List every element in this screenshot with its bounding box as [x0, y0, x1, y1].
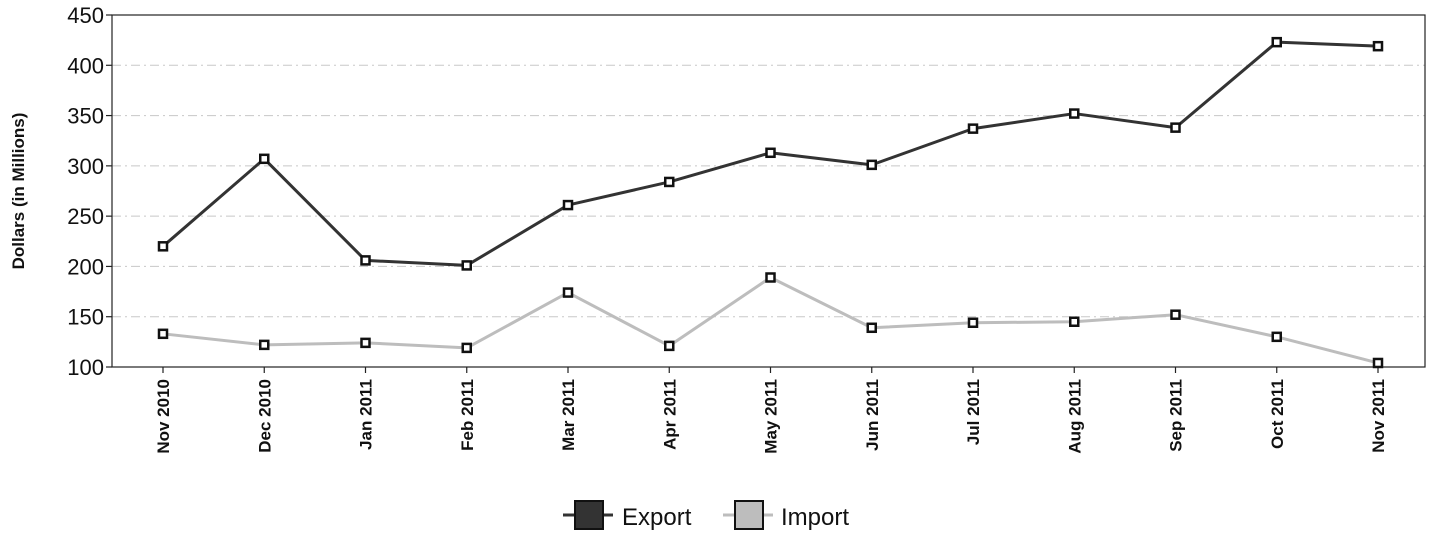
- data-point: [259, 339, 270, 351]
- data-point: [461, 342, 472, 354]
- x-tick-label: Aug 2011: [1065, 379, 1084, 454]
- data-point: [1372, 357, 1384, 369]
- legend-swatch: [734, 500, 764, 530]
- y-tick-label: 200: [67, 254, 104, 279]
- x-tick-label: Apr 2011: [660, 379, 679, 450]
- data-point: [765, 147, 776, 159]
- y-tick-label: 400: [67, 53, 104, 78]
- data-point: [1271, 36, 1282, 48]
- x-tick-label: Nov 2011: [1369, 379, 1388, 453]
- data-point: [360, 255, 371, 266]
- legend-item-export: Export: [563, 500, 692, 531]
- data-point: [562, 287, 574, 298]
- legend: Export Import: [563, 500, 849, 531]
- data-point: [1271, 331, 1282, 343]
- y-tick-label: 150: [67, 305, 104, 330]
- data-point: [664, 176, 675, 188]
- y-axis: 100 150 200 250 300 350 400 450: [67, 3, 112, 380]
- x-tick-label: Nov 2010: [154, 379, 173, 454]
- legend-item-import: Import: [723, 500, 849, 531]
- series-export: [157, 36, 1384, 271]
- x-axis: Nov 2010 Dec 2010 Jan 2011 Feb 2011 Mar 2011…: [154, 367, 1388, 454]
- x-tick-label: Sep 2011: [1167, 379, 1186, 452]
- legend-label: Import: [781, 504, 849, 531]
- data-point: [866, 159, 877, 171]
- y-tick-label: 350: [67, 104, 104, 129]
- x-tick-label: Jan 2011: [357, 379, 376, 450]
- data-point: [157, 328, 169, 340]
- data-point: [259, 153, 270, 165]
- data-point: [866, 322, 877, 334]
- data-point: [1069, 316, 1080, 327]
- x-tick-label: May 2011: [762, 379, 781, 454]
- data-point: [360, 337, 371, 349]
- series: [157, 36, 1384, 369]
- legend-label: Export: [622, 504, 692, 531]
- data-point: [664, 340, 675, 352]
- x-tick-label: Oct 2011: [1268, 379, 1287, 449]
- y-axis-label: Dollars (in Millions): [9, 113, 28, 270]
- y-tick-label: 300: [67, 154, 104, 179]
- data-point: [765, 272, 776, 283]
- data-point: [562, 199, 574, 211]
- data-point: [1069, 108, 1080, 119]
- x-tick-label: Feb 2011: [458, 379, 477, 451]
- legend-swatch: [574, 500, 604, 530]
- data-point: [1170, 122, 1181, 133]
- plot-area: [111, 14, 1426, 368]
- x-tick-label: Jun 2011: [863, 379, 882, 451]
- y-tick-label: 250: [67, 204, 104, 229]
- x-tick-label: Jul 2011: [964, 379, 983, 445]
- data-point: [967, 317, 979, 328]
- series-import: [157, 272, 1384, 369]
- data-point: [461, 260, 472, 271]
- x-tick-label: Mar 2011: [559, 379, 578, 451]
- y-tick-label: 100: [67, 355, 104, 380]
- x-tick-label: Dec 2010: [255, 379, 274, 453]
- series-line: [162, 275, 1379, 365]
- data-point: [1372, 40, 1384, 52]
- data-point: [967, 123, 979, 134]
- data-point: [1170, 309, 1181, 320]
- data-point: [157, 241, 169, 252]
- y-tick-label: 450: [67, 3, 104, 28]
